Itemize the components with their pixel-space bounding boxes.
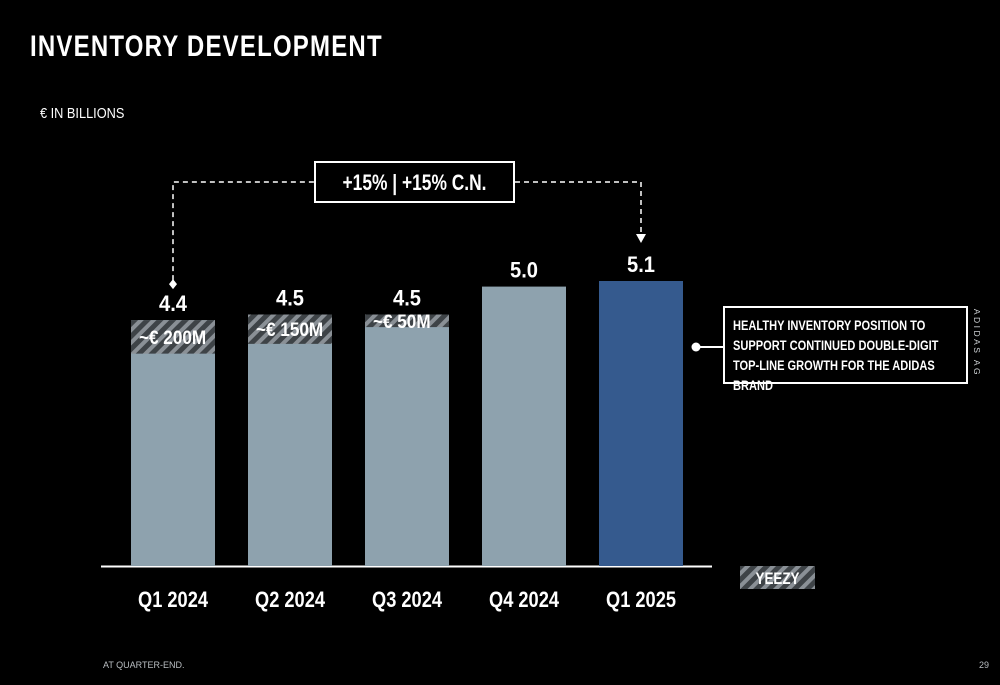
category-label: Q1 2024 xyxy=(138,587,209,612)
footnote: AT QUARTER-END. xyxy=(103,660,185,670)
category-label: Q3 2024 xyxy=(372,587,443,612)
bar-q3-2024 xyxy=(365,314,449,566)
chart-unit-label: € IN BILLIONS xyxy=(40,105,125,122)
category-label: Q2 2024 xyxy=(255,587,326,612)
yeezy-label: ~€ 150M xyxy=(256,320,323,341)
yeezy-label: ~€ 200M xyxy=(139,328,206,349)
growth-box xyxy=(314,161,515,203)
value-label: 4.4 xyxy=(159,291,188,316)
yeezy-segment xyxy=(365,314,449,328)
bar-q4-2024 xyxy=(482,286,566,566)
page-number: 29 xyxy=(979,660,990,670)
value-label: 4.5 xyxy=(393,286,421,311)
value-label: 5.0 xyxy=(510,258,538,283)
growth-annotation: +15% | +15% C.N. xyxy=(343,170,487,195)
value-label: 5.1 xyxy=(627,252,655,277)
side-brand-label: ADIDAS AG xyxy=(972,308,982,378)
bracket-arrow-head xyxy=(636,234,646,243)
insight-callout-text: HEALTHY INVENTORY POSITION TO SUPPORT CO… xyxy=(733,318,939,393)
callout-connector-dot xyxy=(691,342,701,352)
yeezy-segment xyxy=(248,314,332,344)
category-label: Q4 2024 xyxy=(489,587,560,612)
yeezy-segment xyxy=(131,320,215,354)
value-label: 4.5 xyxy=(276,286,304,311)
growth-bracket-left xyxy=(172,181,314,281)
insight-callout: HEALTHY INVENTORY POSITION TO SUPPORT CO… xyxy=(723,306,968,393)
page-title: INVENTORY DEVELOPMENT xyxy=(30,30,383,63)
category-label: Q1 2025 xyxy=(606,587,676,612)
bar-q1-2024 xyxy=(131,320,215,566)
legend-yeezy-label: YEEZY xyxy=(756,569,801,588)
growth-bracket-right xyxy=(515,181,642,233)
legend-yeezy-swatch xyxy=(740,566,815,589)
bar-q2-2024 xyxy=(248,314,332,566)
bracket-start-marker xyxy=(169,279,177,290)
yeezy-label: ~€ 50M xyxy=(373,312,431,333)
bar-q1-2025 xyxy=(599,281,683,566)
